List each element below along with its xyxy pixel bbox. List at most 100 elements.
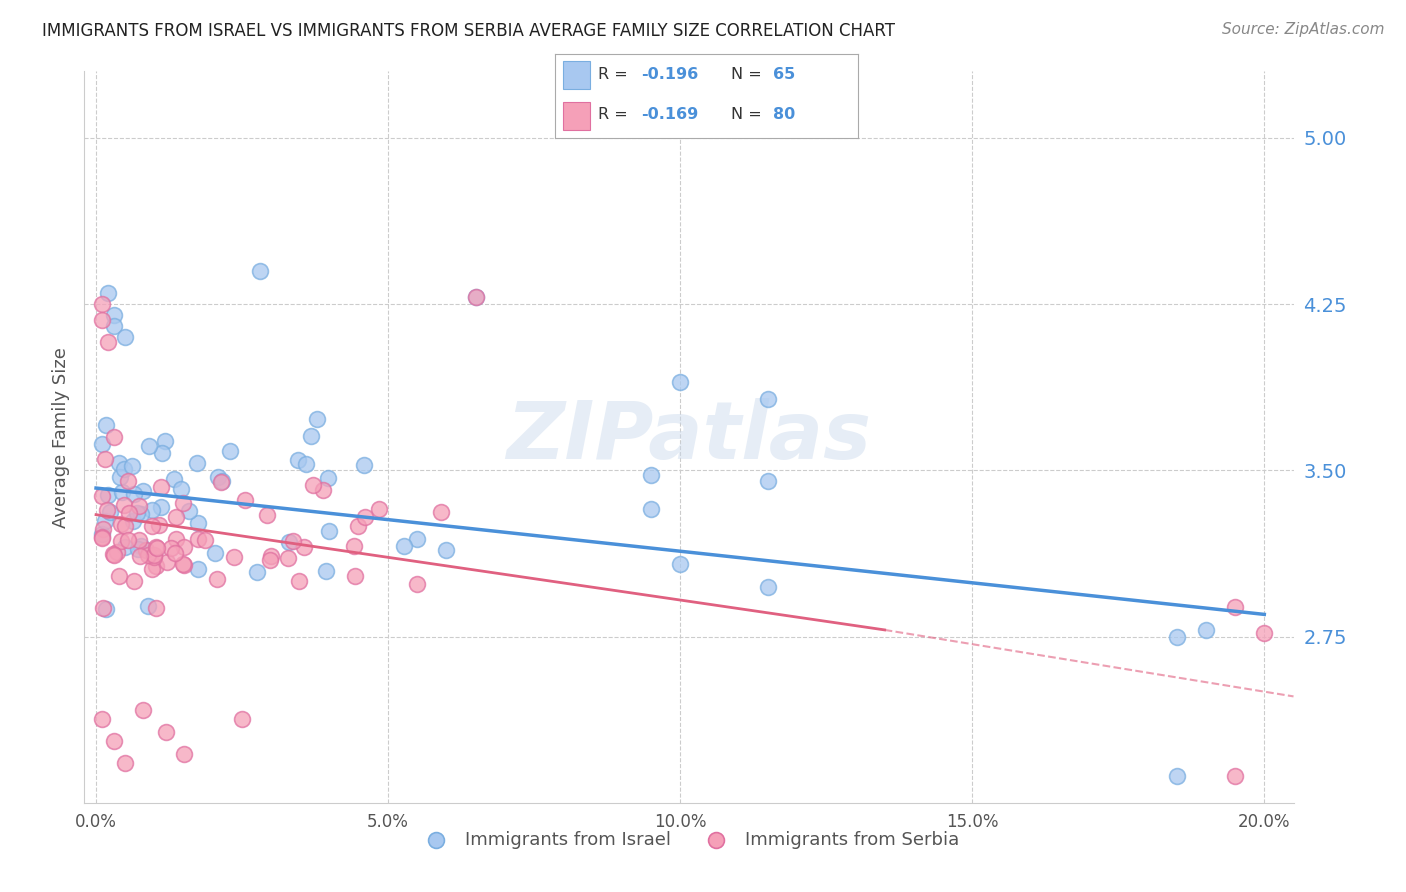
Text: -0.196: -0.196 xyxy=(641,67,699,82)
Point xyxy=(1223,599,1246,614)
Point xyxy=(187,562,209,576)
Point xyxy=(173,558,195,572)
Point xyxy=(159,541,181,556)
Text: R =: R = xyxy=(598,107,633,122)
Text: N =: N = xyxy=(731,67,766,82)
Point xyxy=(163,472,186,486)
Point xyxy=(669,375,692,389)
Point xyxy=(108,456,131,470)
Point xyxy=(90,312,112,326)
Point xyxy=(121,458,143,473)
Point xyxy=(222,549,245,564)
Text: 80: 80 xyxy=(773,107,796,122)
Legend: Immigrants from Israel, Immigrants from Serbia: Immigrants from Israel, Immigrants from … xyxy=(411,823,967,856)
Point xyxy=(136,599,159,613)
Point xyxy=(122,574,145,589)
Point xyxy=(669,557,692,571)
Point xyxy=(129,507,152,521)
Point xyxy=(288,574,311,588)
Point xyxy=(108,470,131,484)
Point xyxy=(233,493,256,508)
Point xyxy=(110,516,132,531)
Point xyxy=(187,532,209,546)
Point xyxy=(97,334,120,349)
Point xyxy=(117,474,139,488)
Y-axis label: Average Family Size: Average Family Size xyxy=(52,347,70,527)
Point xyxy=(103,308,125,322)
Point xyxy=(756,581,779,595)
Point xyxy=(165,509,187,524)
Point xyxy=(259,553,281,567)
Point xyxy=(292,540,315,554)
Point xyxy=(312,483,335,497)
Point xyxy=(114,518,136,533)
Point xyxy=(256,508,278,522)
Text: 65: 65 xyxy=(773,67,796,82)
Point xyxy=(103,319,125,334)
Point xyxy=(131,484,153,499)
Point xyxy=(187,516,209,530)
Point xyxy=(90,712,112,726)
Point xyxy=(150,446,173,460)
Point xyxy=(209,475,232,489)
Point xyxy=(127,541,149,556)
Point xyxy=(170,483,193,497)
Point xyxy=(143,550,166,565)
Point xyxy=(207,469,229,483)
Point xyxy=(127,506,149,520)
Point xyxy=(1166,769,1188,783)
Point xyxy=(149,480,172,494)
Point xyxy=(136,549,159,563)
Point xyxy=(114,330,136,344)
Text: N =: N = xyxy=(731,107,766,122)
Point xyxy=(96,418,118,433)
Point xyxy=(117,533,139,547)
Point xyxy=(156,555,179,569)
Point xyxy=(93,514,115,528)
Point xyxy=(111,485,134,500)
Point xyxy=(98,505,121,519)
Point xyxy=(138,439,160,453)
Point xyxy=(194,533,217,547)
Point xyxy=(122,487,145,501)
Point xyxy=(148,518,170,533)
Point xyxy=(103,733,125,747)
Point xyxy=(464,290,486,304)
Point xyxy=(211,474,233,488)
Point xyxy=(315,564,337,578)
Point xyxy=(231,712,253,726)
Point xyxy=(406,532,429,546)
Point xyxy=(172,558,194,572)
Point xyxy=(97,488,120,502)
Point xyxy=(173,540,195,554)
Point xyxy=(128,533,150,548)
Point xyxy=(434,543,457,558)
Point xyxy=(103,548,125,562)
Point xyxy=(277,551,299,566)
Point xyxy=(343,540,366,554)
Point xyxy=(141,503,163,517)
Point xyxy=(392,540,415,554)
Point xyxy=(105,545,128,559)
Point xyxy=(756,392,779,407)
Point xyxy=(343,568,366,582)
Point xyxy=(114,540,136,554)
Point xyxy=(129,539,152,553)
Point xyxy=(103,430,125,444)
Point xyxy=(96,502,118,516)
Point xyxy=(172,496,194,510)
Text: R =: R = xyxy=(598,67,633,82)
Point xyxy=(1223,769,1246,783)
Point xyxy=(153,434,176,448)
Point xyxy=(406,576,429,591)
Point xyxy=(173,747,195,761)
Point xyxy=(90,297,112,311)
Point xyxy=(112,498,135,512)
Point xyxy=(287,452,309,467)
Point xyxy=(97,285,120,300)
Point xyxy=(128,499,150,513)
Point xyxy=(186,456,208,470)
Point xyxy=(299,429,322,443)
Text: ZIPatlas: ZIPatlas xyxy=(506,398,872,476)
Point xyxy=(146,541,169,555)
